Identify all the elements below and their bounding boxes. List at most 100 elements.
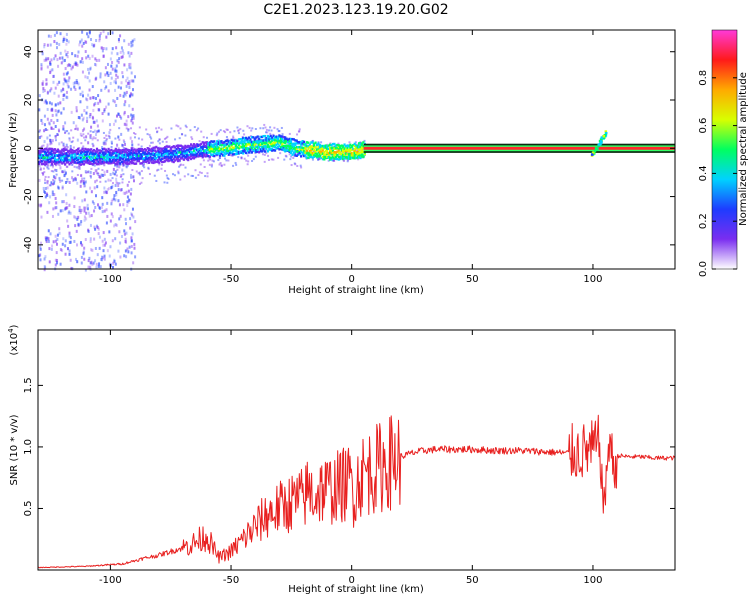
ridge-cell bbox=[51, 147, 54, 151]
ridge-cell bbox=[285, 144, 288, 147]
ridge-cell bbox=[327, 144, 330, 147]
noise-cell bbox=[66, 55, 69, 59]
noise-cell bbox=[98, 37, 101, 41]
ridge-cell bbox=[191, 151, 194, 154]
ridge-cell bbox=[356, 144, 359, 148]
ridge-cell bbox=[119, 158, 122, 162]
noise-cell bbox=[40, 241, 43, 245]
ridge-cell bbox=[320, 144, 323, 148]
cloud-cell bbox=[217, 139, 220, 142]
noise-cell bbox=[80, 113, 83, 117]
ridge-cell bbox=[201, 147, 204, 151]
noise-cell bbox=[85, 190, 88, 194]
ridge-cell bbox=[45, 158, 48, 161]
cloud-cell bbox=[55, 173, 58, 176]
noise-cell bbox=[68, 234, 71, 238]
cloud-cell bbox=[296, 164, 299, 167]
noise-cell bbox=[131, 207, 134, 211]
ridge-cell bbox=[360, 155, 364, 158]
noise-cell bbox=[108, 131, 111, 135]
y-tick-label: 20 bbox=[23, 94, 34, 107]
cloud-cell bbox=[89, 130, 92, 133]
ridge-cell bbox=[240, 150, 243, 153]
ridge-cell bbox=[171, 160, 174, 163]
ridge-cell bbox=[242, 152, 245, 155]
ridge-cell bbox=[90, 158, 93, 162]
ridge-cell bbox=[188, 150, 191, 154]
noise-cell bbox=[99, 72, 102, 76]
ridge-cell bbox=[69, 156, 73, 159]
ridge-cell bbox=[352, 154, 355, 157]
ridge-cell bbox=[159, 154, 162, 157]
ridge-cell bbox=[231, 150, 235, 153]
noise-cell bbox=[85, 111, 88, 115]
ridge-cell bbox=[340, 152, 343, 156]
ridge-cell bbox=[266, 143, 269, 147]
noise-cell bbox=[118, 57, 121, 61]
noise-cell bbox=[97, 203, 100, 207]
ridge-cell bbox=[87, 148, 90, 151]
noise-cell bbox=[49, 62, 52, 66]
ridge-cell bbox=[176, 159, 180, 163]
noise-cell bbox=[117, 112, 120, 116]
ridge-cell bbox=[211, 153, 214, 156]
ridge-cell bbox=[343, 147, 346, 150]
cloud-cell bbox=[142, 162, 145, 165]
ridge-cell bbox=[127, 149, 130, 152]
noise-cell bbox=[108, 230, 111, 234]
noise-cell bbox=[92, 136, 95, 140]
noise-cell bbox=[118, 217, 121, 221]
cloud-cell bbox=[141, 164, 144, 167]
cloud-cell bbox=[179, 127, 182, 130]
noise-cell bbox=[65, 72, 68, 76]
ridge-cell bbox=[175, 151, 178, 154]
ridge-cell bbox=[210, 147, 213, 150]
noise-cell bbox=[46, 107, 49, 111]
cloud-cell bbox=[150, 137, 153, 140]
ridge-cell bbox=[197, 143, 200, 147]
noise-cell bbox=[120, 173, 123, 177]
ridge-cell bbox=[81, 160, 84, 164]
ridge-cell bbox=[263, 150, 267, 153]
cloud-cell bbox=[121, 144, 124, 147]
noise-cell bbox=[80, 220, 83, 224]
cloud-cell bbox=[251, 159, 254, 162]
ridge-cell bbox=[278, 134, 281, 137]
ridge-cell bbox=[294, 154, 297, 157]
noise-cell bbox=[101, 239, 104, 243]
ridge-cell bbox=[318, 144, 322, 147]
cloud-cell bbox=[101, 154, 104, 157]
ridge-cell bbox=[236, 152, 239, 155]
ridge-cell bbox=[78, 160, 81, 164]
ridge-cell bbox=[114, 158, 117, 162]
ridge-cell bbox=[184, 152, 187, 155]
ridge-cell bbox=[79, 152, 83, 155]
ridge-cell bbox=[331, 142, 335, 146]
cloud-cell bbox=[44, 175, 47, 178]
cloud-cell bbox=[269, 126, 272, 129]
ridge-cell bbox=[79, 160, 83, 163]
cloud-cell bbox=[124, 160, 127, 163]
cloud-cell bbox=[95, 179, 98, 182]
noise-cell bbox=[56, 58, 59, 62]
ridge-cell bbox=[46, 156, 49, 159]
noise-cell bbox=[44, 255, 47, 259]
noise-cell bbox=[95, 169, 98, 173]
noise-cell bbox=[100, 206, 103, 210]
ridge-cell bbox=[314, 141, 317, 144]
ridge-cell bbox=[328, 143, 332, 147]
ridge-cell bbox=[331, 155, 335, 159]
noise-cell bbox=[67, 247, 70, 251]
ridge-cell bbox=[97, 160, 100, 164]
noise-cell bbox=[103, 254, 106, 258]
ridge-cell bbox=[344, 152, 348, 155]
noise-cell bbox=[117, 39, 120, 43]
cloud-cell bbox=[184, 124, 187, 127]
ridge-cell bbox=[56, 148, 60, 151]
ridge-cell bbox=[230, 145, 233, 148]
cloud-cell bbox=[143, 166, 146, 169]
noise-cell bbox=[118, 203, 121, 207]
cloud-cell bbox=[245, 159, 248, 162]
ridge-cell bbox=[81, 148, 84, 151]
ridge-cell bbox=[289, 147, 293, 150]
